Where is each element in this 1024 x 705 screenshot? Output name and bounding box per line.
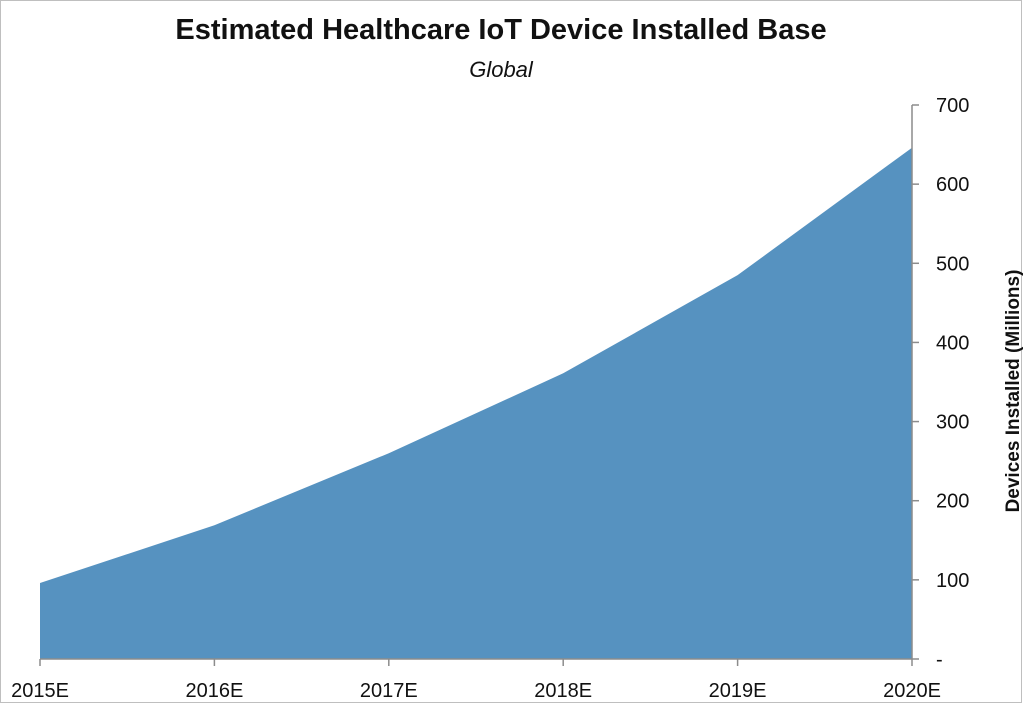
x-tick-label-2018E: 2018E (534, 680, 592, 702)
area-series (39, 147, 913, 660)
chart-subtitle: Global (469, 57, 534, 82)
x-tick-label-2020E: 2020E (883, 680, 941, 702)
x-tick-label-2017E: 2017E (360, 680, 418, 702)
y-tick-label-0: - (936, 649, 943, 671)
y-axis-title: Devices Installed (Millions) (1003, 270, 1023, 513)
x-tick-label-2019E: 2019E (709, 680, 767, 702)
y-tick-label-500: 500 (936, 253, 969, 275)
x-tick-label-2016E: 2016E (185, 680, 243, 702)
y-tick-label-400: 400 (936, 332, 969, 354)
y-tick-label-600: 600 (936, 174, 969, 196)
y-tick-label-100: 100 (936, 570, 969, 592)
x-tick-label-2015E: 2015E (11, 680, 69, 702)
y-tick-label-700: 700 (936, 95, 969, 117)
axes: 2015E 2016E 2017E 2018E 2019E 2020E - 100 200 300… (11, 95, 969, 702)
chart-title: Estimated Healthcare IoT Device Installe… (175, 14, 826, 46)
y-tick-label-300: 300 (936, 412, 969, 434)
area-fill (40, 147, 912, 660)
y-tick-label-200: 200 (936, 491, 969, 513)
